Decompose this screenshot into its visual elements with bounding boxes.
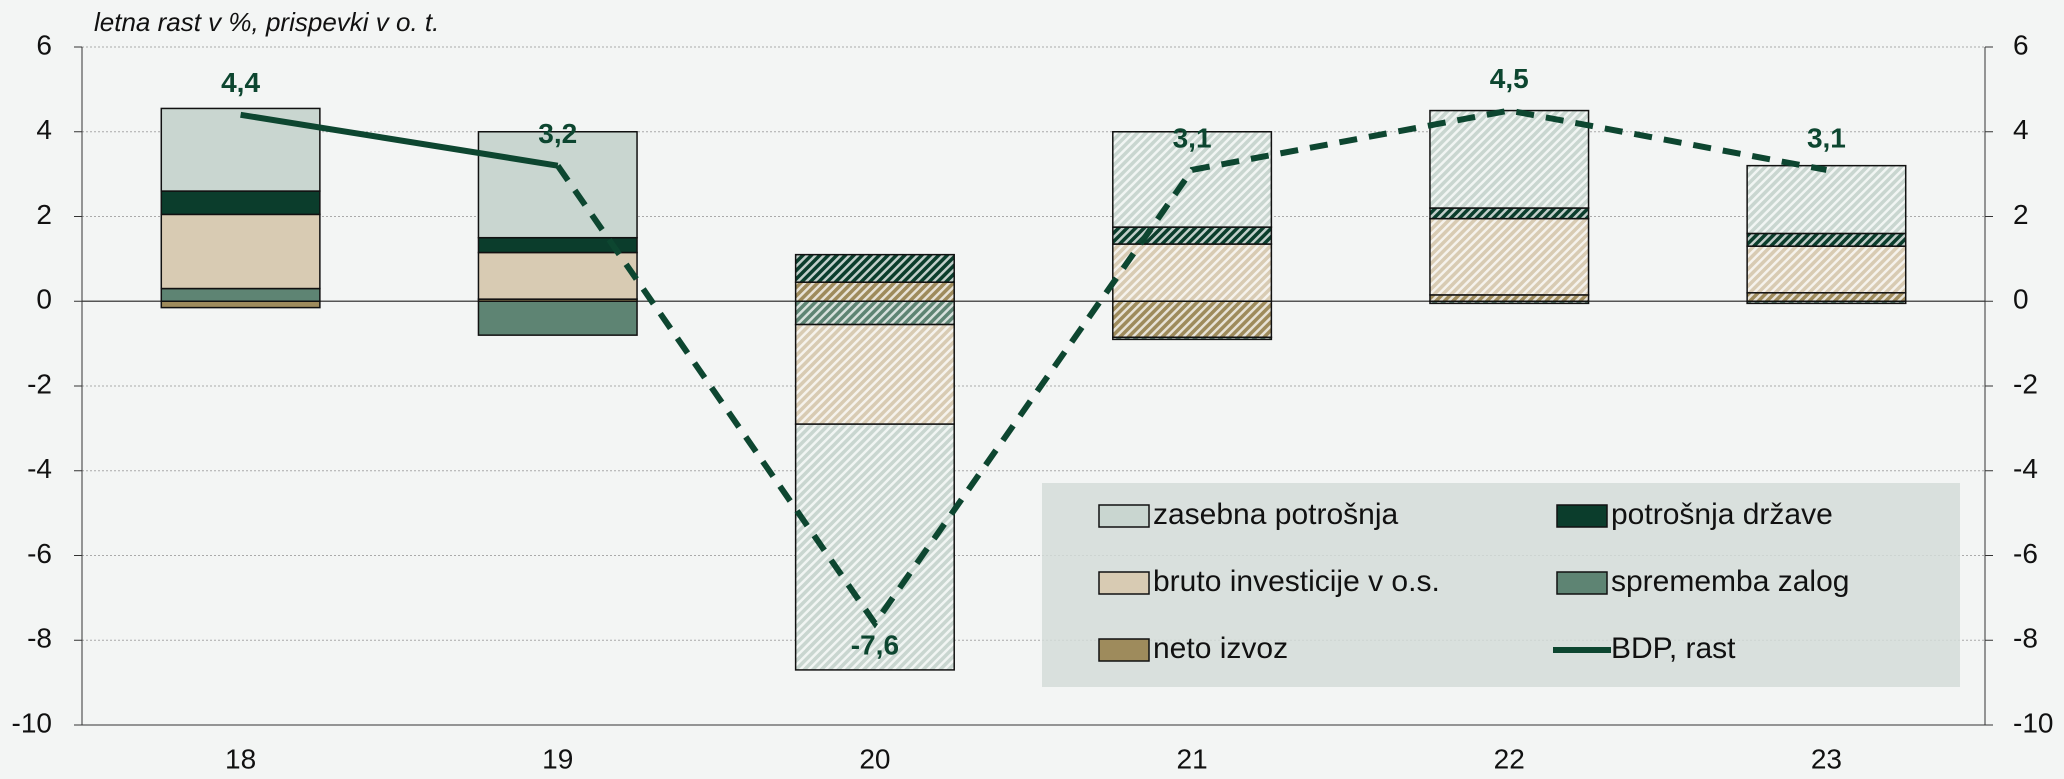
gdp-line [240, 111, 559, 169]
bar-segment [1746, 232, 1907, 247]
y2-tick-label: -6 [2013, 538, 2038, 569]
legend-label: BDP, rast [1611, 632, 1736, 665]
y2-tick-label: -8 [2013, 623, 2038, 654]
bar-segment [794, 323, 955, 425]
legend-swatch [1556, 504, 1608, 528]
x-tick-label: 19 [542, 743, 573, 774]
bar-segment [477, 131, 638, 239]
legend-swatch [1098, 571, 1150, 595]
bar-segment [1112, 226, 1273, 245]
bar-segment [160, 300, 321, 309]
bar-segment [1429, 109, 1590, 209]
bar-segment [160, 287, 321, 303]
bar-segment [794, 300, 955, 326]
y-tick-label: -10 [12, 707, 52, 738]
bar-segment [160, 213, 321, 290]
y2-tick-label: 6 [2013, 29, 2029, 60]
legend-box [1042, 483, 1960, 687]
bar-segment [477, 300, 638, 336]
legend-swatch [1098, 504, 1150, 528]
x-tick-label: 20 [859, 743, 890, 774]
y-tick-label: -2 [27, 368, 52, 399]
y2-tick-label: 0 [2013, 284, 2029, 315]
x-tick-label: 23 [1811, 743, 1842, 774]
x-tick-label: 21 [1177, 743, 1208, 774]
legend-label: zasebna potrošnja [1153, 498, 1398, 531]
data-label: 4,5 [1490, 63, 1529, 94]
data-label: 3,2 [538, 118, 577, 149]
bar-segment [1746, 245, 1907, 294]
gdp-line [555, 107, 1827, 629]
bar-segment [1746, 164, 1907, 235]
legend-swatch [1098, 638, 1150, 662]
y-tick-label: -6 [27, 538, 52, 569]
y2-tick-label: 2 [2013, 199, 2029, 230]
y-tick-label: -4 [27, 453, 52, 484]
y-tick-label: -8 [27, 623, 52, 654]
bar-segment [1429, 300, 1590, 305]
data-label: 4,4 [221, 67, 260, 98]
bar-segment [1112, 336, 1273, 341]
y-tick-label: 4 [36, 114, 52, 145]
data-label: 3,1 [1173, 122, 1212, 153]
bar-segment [477, 251, 638, 300]
x-tick-label: 22 [1494, 743, 1525, 774]
y2-tick-label: -2 [2013, 368, 2038, 399]
y2-tick-label: 4 [2013, 114, 2029, 145]
data-label: -7,6 [851, 630, 899, 661]
bar-segment [160, 190, 321, 216]
legend-label: sprememba zalog [1611, 565, 1849, 598]
bar-segment [1429, 217, 1590, 296]
data-label: 3,1 [1807, 122, 1846, 153]
legend-swatch [1556, 571, 1608, 595]
bar-segment [1112, 300, 1273, 339]
bar-segment [794, 253, 955, 283]
bar-segment [1746, 300, 1907, 305]
legend-label: potrošnja države [1611, 498, 1833, 531]
bar-segment [1429, 294, 1590, 302]
bar-segment [794, 281, 955, 302]
y-tick-label: 0 [36, 284, 52, 315]
legend-label: neto izvoz [1153, 632, 1288, 665]
y2-tick-label: -10 [2013, 707, 2053, 738]
bar-segment [1429, 207, 1590, 220]
y-tick-label: 2 [36, 199, 52, 230]
chart-subtitle: letna rast v %, prispevki v o. t. [94, 7, 439, 37]
y-tick-label: 6 [36, 29, 52, 60]
bar-segment [1112, 243, 1273, 302]
bar-segment [1746, 292, 1907, 302]
legend-label: bruto investicije v o.s. [1153, 565, 1440, 598]
y2-tick-label: -4 [2013, 453, 2038, 484]
bar-segment [1112, 131, 1273, 228]
x-tick-label: 18 [225, 743, 256, 774]
